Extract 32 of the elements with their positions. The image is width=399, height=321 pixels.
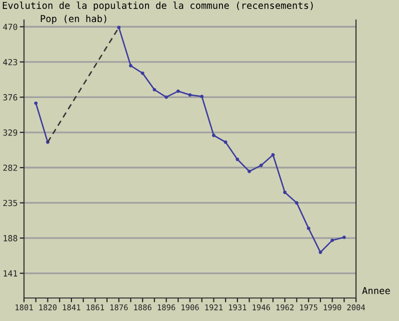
point	[152, 88, 156, 92]
point	[248, 170, 252, 174]
point	[128, 64, 132, 68]
y-tick-label: 235	[3, 200, 18, 206]
point	[318, 250, 322, 254]
point	[259, 164, 263, 168]
point	[236, 158, 240, 162]
x-axis-title: Annee	[362, 287, 390, 294]
point	[117, 26, 121, 30]
point	[342, 236, 346, 240]
y-tick-label: 282	[3, 164, 18, 171]
point	[294, 201, 298, 205]
point	[212, 134, 216, 138]
chart-title: Evolution de la population de la commune (recensements)	[2, 2, 313, 11]
point	[224, 140, 228, 144]
y-tick-label: 141	[4, 270, 18, 276]
point	[200, 94, 204, 98]
y-tick-label: 470	[3, 24, 18, 30]
y-tick-label: 188	[4, 235, 18, 242]
y-axis-title: Pop (en hab)	[40, 14, 106, 24]
point	[271, 153, 275, 157]
point	[283, 190, 287, 194]
y-tick-label: 376	[3, 94, 18, 100]
point	[164, 95, 168, 99]
point	[188, 93, 192, 97]
point	[34, 101, 38, 105]
point	[140, 71, 144, 75]
point	[306, 226, 310, 230]
y-tick-label: 329	[3, 129, 18, 136]
point	[176, 89, 180, 93]
point	[330, 238, 334, 242]
y-tick-label: 423	[3, 58, 18, 66]
